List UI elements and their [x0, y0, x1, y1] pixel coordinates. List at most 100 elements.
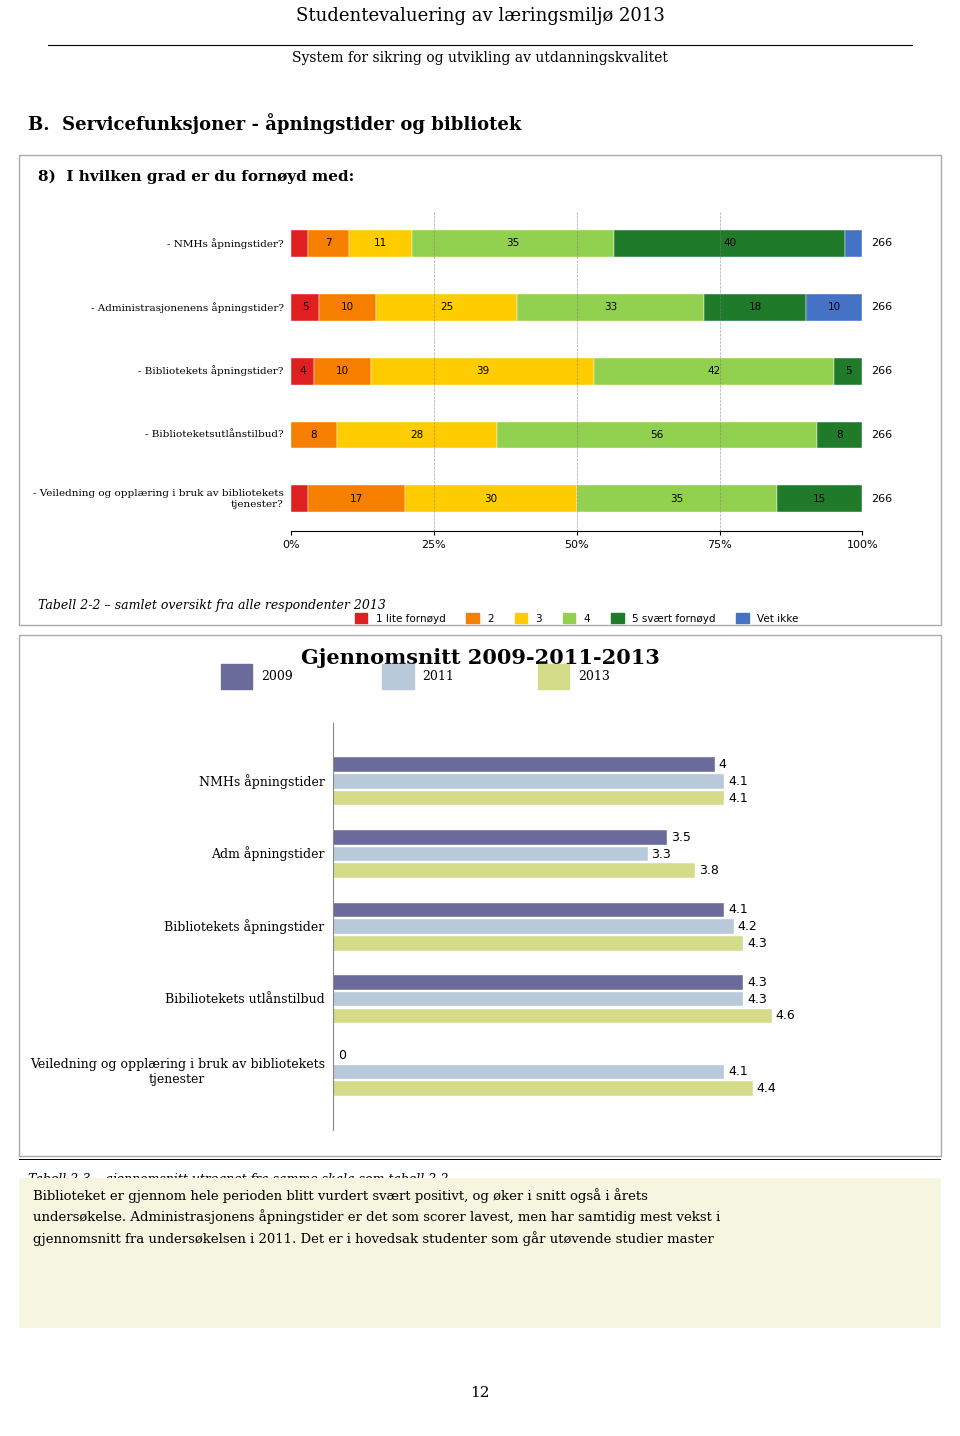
Bar — [577, 485, 777, 513]
Bar — [332, 992, 743, 1007]
Text: 266: 266 — [871, 429, 892, 439]
Bar — [332, 1008, 772, 1024]
Bar — [845, 230, 862, 257]
Text: 4.6: 4.6 — [776, 1010, 796, 1022]
Text: 4.4: 4.4 — [756, 1083, 777, 1096]
Bar — [291, 358, 314, 385]
Text: Biblioteket er gjennom hele perioden blitt vurdert svært positivt, og øker i sni: Biblioteket er gjennom hele perioden bli… — [33, 1188, 720, 1246]
Text: 30: 30 — [485, 494, 497, 504]
Bar — [372, 358, 594, 385]
Text: Adm åpningstider: Adm åpningstider — [211, 847, 324, 862]
FancyBboxPatch shape — [19, 635, 941, 1156]
Text: Bibliotekets åpningstider: Bibliotekets åpningstider — [164, 919, 324, 933]
Bar — [834, 358, 862, 385]
Text: 28: 28 — [410, 429, 423, 439]
Text: 2013: 2013 — [578, 671, 610, 684]
Text: 18: 18 — [749, 302, 761, 312]
Text: - Administrasjonenens åpningstider?: - Administrasjonenens åpningstider? — [90, 302, 283, 313]
Text: 4.1: 4.1 — [728, 903, 748, 916]
Bar — [805, 294, 862, 320]
Text: 266: 266 — [871, 302, 892, 312]
Text: 3.5: 3.5 — [671, 831, 690, 844]
Text: 4.1: 4.1 — [728, 1066, 748, 1078]
Legend: 1 lite fornøyd, 2, 3, 4, 5 svært fornøyd, Vet ikke: 1 lite fornøyd, 2, 3, 4, 5 svært fornøyd… — [350, 609, 803, 628]
Text: 15: 15 — [813, 494, 827, 504]
Text: B.  Servicefunksjoner - åpningstider og bibliotek: B. Servicefunksjoner - åpningstider og b… — [29, 113, 522, 134]
Text: 11: 11 — [373, 238, 387, 248]
Text: 35: 35 — [670, 494, 684, 504]
Text: 7: 7 — [325, 238, 332, 248]
Text: 42: 42 — [708, 366, 721, 376]
Bar — [332, 830, 667, 844]
Bar — [308, 230, 348, 257]
Text: Veiledning og opplæring i bruk av bibliotekets
tjenester: Veiledning og opplæring i bruk av biblio… — [30, 1058, 324, 1086]
Text: Tabell 2-2 – samlet oversikt fra alle respondenter 2013: Tabell 2-2 – samlet oversikt fra alle re… — [37, 599, 386, 613]
Bar — [332, 1081, 753, 1096]
Bar — [320, 294, 376, 320]
Bar — [538, 663, 569, 689]
Bar — [332, 919, 733, 933]
Text: 10: 10 — [828, 302, 841, 312]
Text: 33: 33 — [604, 302, 617, 312]
Text: 3.8: 3.8 — [699, 864, 719, 877]
Bar — [308, 485, 405, 513]
Text: 12: 12 — [470, 1386, 490, 1400]
Text: Tabell 2-3 – gjennomsnitt utregnet fra samme skala som tabell 2-2.: Tabell 2-3 – gjennomsnitt utregnet fra s… — [29, 1173, 453, 1186]
Text: 2011: 2011 — [422, 671, 454, 684]
Text: 3.3: 3.3 — [652, 847, 671, 860]
Text: 4: 4 — [718, 758, 727, 771]
Bar — [382, 663, 414, 689]
Bar — [332, 936, 743, 951]
Text: - Bibliotekets åpningstider?: - Bibliotekets åpningstider? — [138, 366, 283, 376]
Text: 4.1: 4.1 — [728, 791, 748, 804]
Text: 266: 266 — [871, 494, 892, 504]
Bar — [517, 294, 704, 320]
Text: 25: 25 — [440, 302, 453, 312]
Text: 8: 8 — [836, 429, 843, 439]
FancyBboxPatch shape — [19, 155, 941, 625]
Text: 4.3: 4.3 — [747, 976, 767, 989]
Text: NMHs åpningstider: NMHs åpningstider — [199, 774, 324, 788]
Bar — [777, 485, 862, 513]
Text: 266: 266 — [871, 366, 892, 376]
Text: 4.2: 4.2 — [737, 920, 757, 933]
Bar — [332, 975, 743, 989]
Bar — [291, 230, 308, 257]
Bar — [332, 774, 724, 788]
Bar — [332, 791, 724, 806]
Text: - Biblioteketsutlånstilbud?: - Biblioteketsutlånstilbud? — [145, 431, 283, 439]
Bar — [332, 863, 695, 877]
Text: 39: 39 — [476, 366, 489, 376]
Bar — [291, 294, 320, 320]
Text: 56: 56 — [650, 429, 663, 439]
Bar — [314, 358, 372, 385]
Text: 35: 35 — [507, 238, 520, 248]
Bar — [614, 230, 845, 257]
Text: Gjennomsnitt 2009-2011-2013: Gjennomsnitt 2009-2011-2013 — [300, 648, 660, 668]
Text: 5: 5 — [845, 366, 852, 376]
Text: 40: 40 — [723, 238, 736, 248]
Bar — [332, 757, 714, 773]
Bar — [291, 485, 308, 513]
Text: 10: 10 — [341, 302, 354, 312]
Bar — [221, 663, 252, 689]
Bar — [291, 422, 337, 448]
Text: 4.3: 4.3 — [747, 936, 767, 949]
Text: 10: 10 — [336, 366, 349, 376]
Bar — [496, 422, 817, 448]
Bar — [405, 485, 577, 513]
Bar — [332, 903, 724, 918]
Text: 8)  I hvilken grad er du fornøyd med:: 8) I hvilken grad er du fornøyd med: — [37, 169, 354, 184]
Bar — [332, 847, 648, 862]
Text: 5: 5 — [301, 302, 308, 312]
Text: 8: 8 — [311, 429, 317, 439]
Text: 266: 266 — [871, 238, 892, 248]
Bar — [376, 294, 517, 320]
Text: Studentevaluering av læringsmiljø 2013: Studentevaluering av læringsmiljø 2013 — [296, 7, 664, 26]
Text: - Veiledning og opplæring i bruk av bibliotekets
tjenester?: - Veiledning og opplæring i bruk av bibl… — [33, 490, 283, 508]
Text: Bibiliotekets utlånstilbud: Bibiliotekets utlånstilbud — [165, 992, 324, 1005]
Text: 2009: 2009 — [261, 671, 293, 684]
Text: 0: 0 — [338, 1048, 347, 1061]
Text: System for sikring og utvikling av utdanningskvalitet: System for sikring og utvikling av utdan… — [292, 52, 668, 65]
Bar — [704, 294, 805, 320]
